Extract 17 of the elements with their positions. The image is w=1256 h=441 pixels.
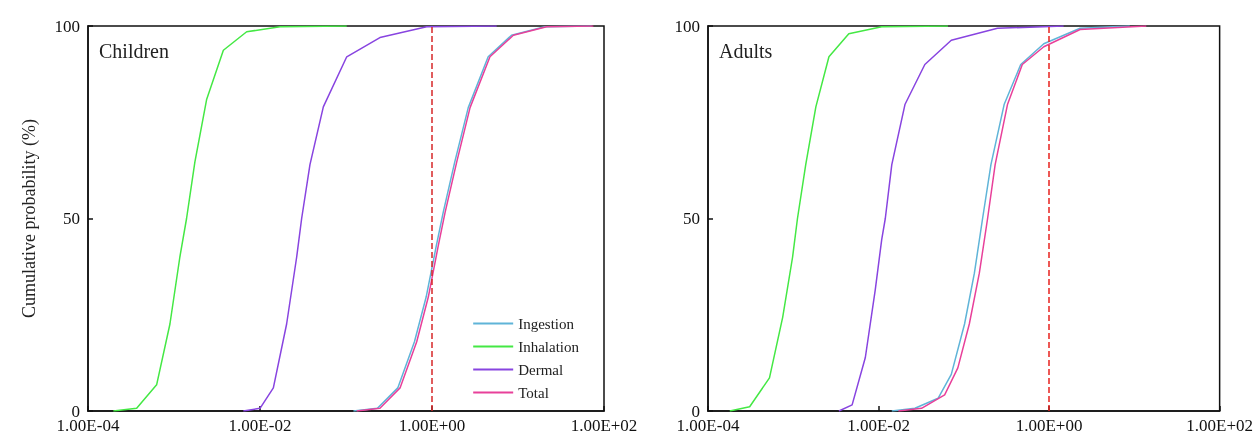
- legend-label: Inhalation: [518, 338, 580, 355]
- y-tick-label: 100: [54, 16, 80, 36]
- text: Adults: [719, 40, 773, 62]
- y-tick-label: 100: [674, 16, 700, 36]
- x-tick-label: 1.00E+02: [570, 416, 638, 435]
- x-tick-label: 1.00E+00: [1015, 416, 1083, 435]
- legend-label: Total: [518, 384, 549, 401]
- x-tick-label: 1.00E-02: [847, 416, 910, 435]
- legend-label: Dermal: [518, 361, 564, 378]
- x-tick-label: 1.00E+02: [1186, 416, 1254, 435]
- y-tick-label: 50: [683, 209, 700, 228]
- legend-label: Ingestion: [518, 315, 575, 332]
- y-tick-label: 50: [63, 209, 80, 228]
- x-tick-label: 1.00E+00: [398, 416, 466, 435]
- y-axis-title: Cumulative probability (%): [19, 119, 40, 318]
- text: Children: [99, 40, 169, 62]
- x-tick-label: 1.00E-02: [228, 416, 292, 435]
